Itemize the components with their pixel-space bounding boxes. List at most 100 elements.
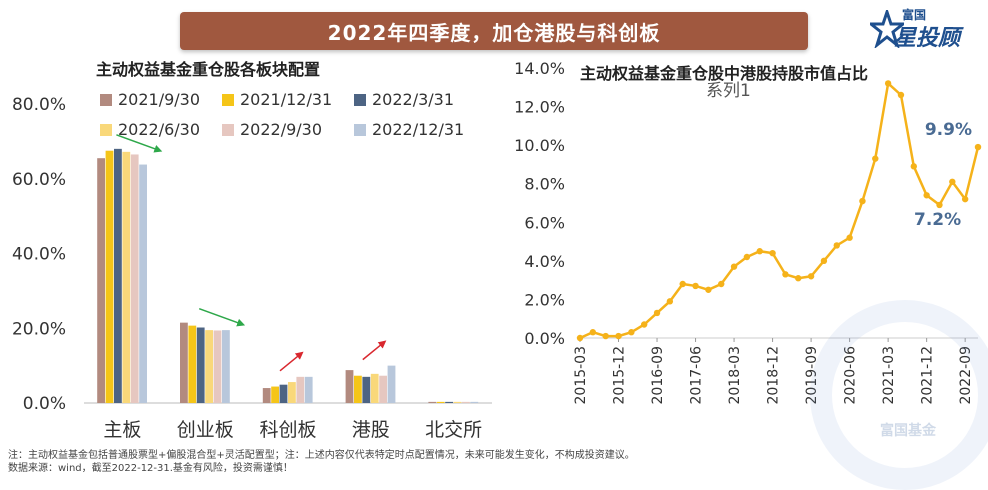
line-point (679, 280, 686, 288)
legend-item: 2022/6/30 (100, 120, 200, 139)
legend-item: 2021/12/31 (222, 90, 332, 109)
legend-label: 2022/9/30 (240, 120, 323, 139)
trend-arrow (279, 351, 304, 372)
legend-swatch (100, 123, 112, 136)
bar (354, 375, 362, 403)
bar (114, 148, 122, 403)
line-point (730, 263, 738, 270)
line-point (961, 195, 969, 203)
data-label: 9.9% (925, 120, 972, 140)
x-tick-label: 2015-12 (612, 346, 628, 405)
line-point (820, 257, 828, 265)
y-tick-label: 10.0% (514, 136, 565, 155)
bar (213, 330, 222, 403)
line-point (846, 234, 853, 241)
legend-swatch (222, 93, 234, 106)
legend-item: 2022/3/31 (354, 90, 454, 109)
trend-arrow (198, 307, 246, 327)
bar (379, 375, 387, 403)
legend-item: 2021/9/30 (100, 90, 200, 109)
line-point (628, 329, 635, 336)
line-chart-title: 主动权益基金重仓股中港股持股市值占比 (580, 64, 869, 83)
line-point (718, 280, 725, 288)
line-point (576, 334, 584, 342)
bar (362, 376, 371, 403)
line-point (640, 321, 648, 328)
line-point (769, 249, 776, 257)
bar (428, 401, 437, 403)
banner: 2022年四季度，加仓港股与科创板 (180, 12, 808, 50)
line-point (872, 155, 879, 162)
line-point (666, 298, 674, 305)
line-point (884, 80, 892, 87)
line-point (615, 332, 622, 340)
x-tick-label: 2015-03 (573, 346, 589, 405)
line-point (833, 242, 840, 249)
bar (387, 365, 396, 403)
bar-chart: 0.0% 20.0% 40.0% 60.0% 80.0% 主板 创业板 科创板 港股 北交所 (12, 95, 492, 441)
legend-item: 2022/12/31 (354, 120, 464, 139)
legend-label: 2021/12/31 (240, 90, 333, 109)
x-tick-label: 港股 (352, 419, 390, 441)
bar (279, 384, 288, 403)
line-point (705, 286, 712, 293)
x-tick-label: 主板 (103, 419, 141, 441)
y-tick-label: 40.0% (12, 245, 66, 265)
brand-big-text: 星投顾 (894, 26, 961, 51)
footnote-line-2: 数据来源：wind，截至2022-12-31.基金有风险，投资需谨慎！ (8, 463, 293, 474)
line-point (795, 275, 802, 282)
bar (436, 401, 445, 403)
x-tick-label: 创业板 (177, 419, 234, 441)
bar (139, 164, 147, 403)
brand-logo: 富国 星投顾 (866, 4, 984, 51)
bar (288, 382, 296, 403)
bar (205, 330, 213, 403)
line-point (807, 273, 815, 280)
line-point (602, 332, 609, 340)
bar (453, 401, 462, 403)
x-tick-label: 2017-06 (689, 346, 705, 405)
y-tick-label: 8.0% (524, 175, 565, 194)
bar (196, 327, 205, 403)
line-point (756, 248, 763, 255)
bar (345, 370, 354, 403)
bar (470, 401, 479, 403)
legend-swatch (354, 123, 366, 136)
line-point (923, 192, 930, 199)
bar (445, 401, 453, 403)
x-tick-label: 北交所 (425, 419, 482, 441)
banner-title: 2022年四季度，加仓港股与科创板 (327, 20, 661, 45)
bar (304, 376, 313, 403)
bar-chart-title: 主动权益基金重仓股各板块配置 (96, 60, 321, 79)
trend-arrow (362, 340, 387, 361)
bar (122, 151, 131, 403)
line-point (936, 201, 943, 209)
trend-arrow (116, 134, 163, 153)
line-point (782, 271, 789, 278)
bar (180, 322, 188, 403)
y-tick-label: 4.0% (524, 252, 565, 271)
line-point (589, 329, 597, 336)
bar (97, 158, 105, 403)
line-point (653, 309, 661, 317)
brand-small-text: 富国 (902, 8, 927, 22)
y-tick-label: 60.0% (12, 170, 66, 190)
x-tick-label: 科创板 (259, 419, 316, 441)
line-point (974, 143, 982, 151)
line-point (743, 253, 751, 261)
y-tick-label: 0.0% (23, 394, 66, 414)
y-tick-label: 6.0% (524, 213, 565, 232)
watermark-text: 富国基金 (880, 423, 936, 439)
x-tick-label: 2016-09 (650, 346, 666, 405)
bar (370, 373, 379, 403)
bar (462, 401, 470, 403)
y-tick-label: 14.0% (514, 59, 565, 78)
legend-label: 2022/12/31 (372, 120, 465, 139)
line-point (859, 197, 866, 205)
bar (105, 150, 114, 403)
line-point (910, 163, 918, 170)
line-point (949, 178, 956, 185)
x-tick-label: 2018-03 (727, 346, 743, 405)
y-tick-label: 2.0% (524, 290, 565, 309)
data-label: 7.2% (914, 210, 961, 230)
